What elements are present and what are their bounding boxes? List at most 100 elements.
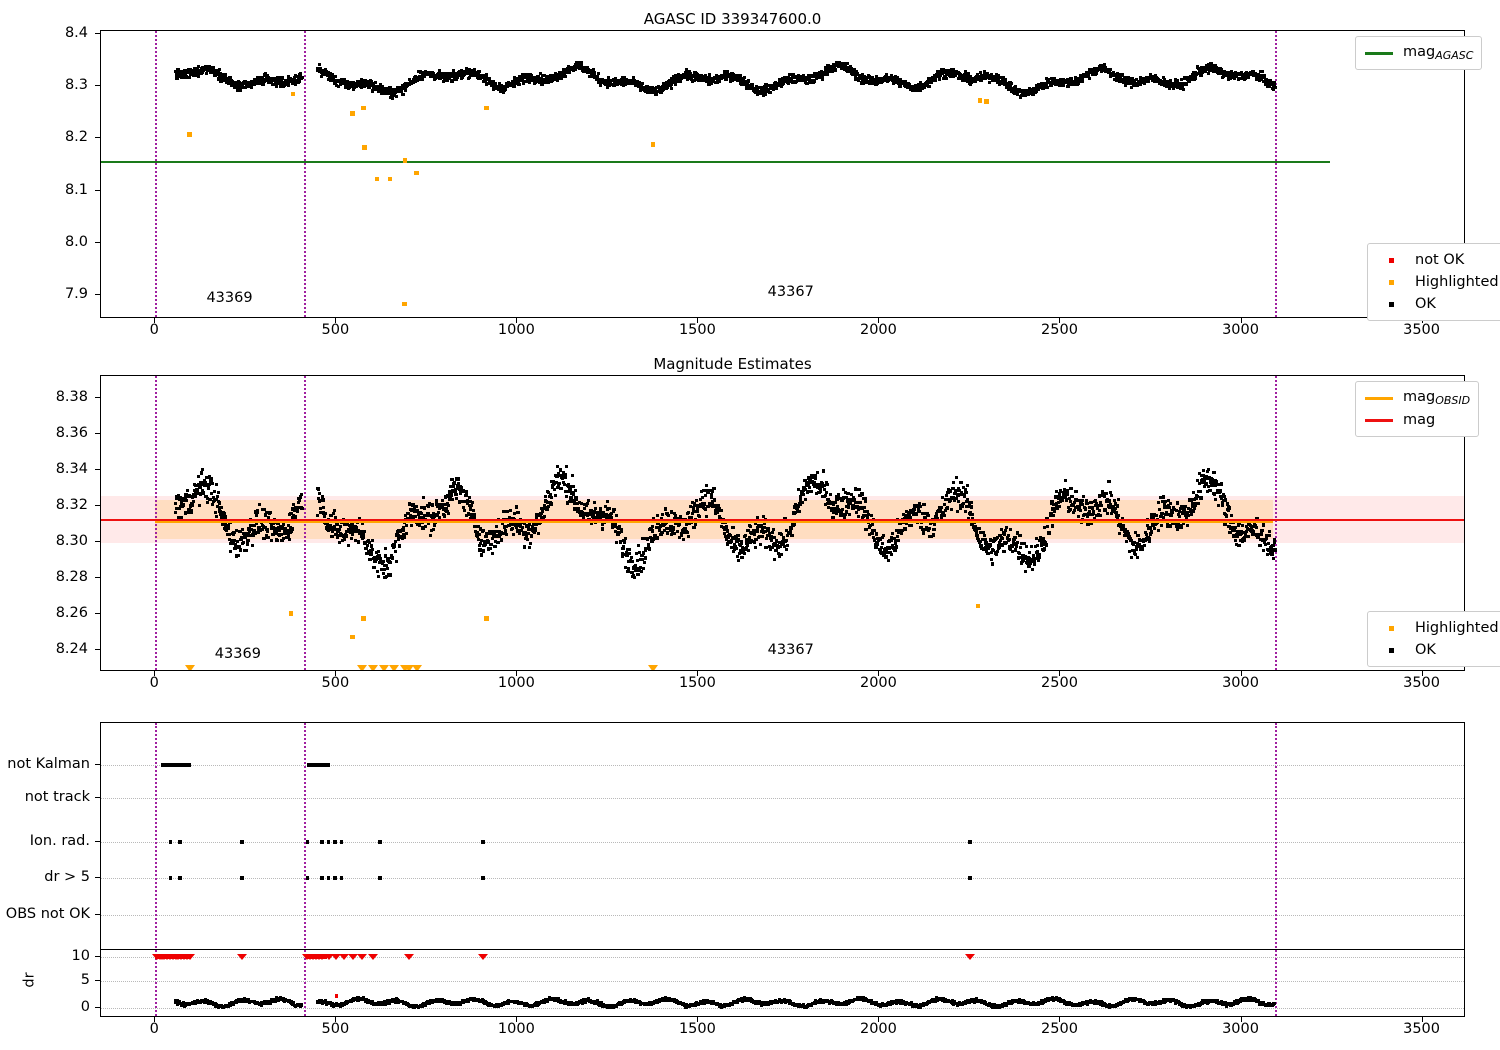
data-point-ok bbox=[660, 84, 664, 89]
data-point-ok bbox=[265, 73, 269, 77]
data-point-ok bbox=[661, 512, 665, 517]
data-point-ok bbox=[1007, 537, 1011, 541]
data-point-ok bbox=[1032, 562, 1036, 566]
data-point-ok bbox=[954, 476, 959, 480]
data-point-ok bbox=[875, 542, 879, 546]
data-point-ok bbox=[358, 83, 363, 87]
data-point-ok bbox=[256, 78, 261, 82]
data-point-ok bbox=[772, 87, 776, 91]
data-point-ok bbox=[414, 505, 418, 509]
data-point-ok bbox=[1213, 498, 1218, 502]
data-point-highlighted bbox=[484, 105, 489, 111]
data-point-ok bbox=[300, 506, 304, 510]
data-point-ok bbox=[759, 85, 763, 89]
data-point-ok bbox=[241, 85, 245, 89]
data-point-ok bbox=[710, 80, 714, 84]
data-point-ok bbox=[372, 82, 376, 86]
data-point-ok bbox=[544, 79, 549, 84]
data-point-ok bbox=[454, 492, 458, 496]
data-point-ok bbox=[346, 544, 350, 548]
data-point-ok bbox=[549, 502, 553, 506]
data-point-ok bbox=[462, 508, 466, 512]
data-point-ok bbox=[431, 75, 435, 79]
data-point-ok bbox=[687, 535, 691, 539]
data-point-ok bbox=[1074, 489, 1078, 493]
data-point-ok bbox=[394, 88, 398, 92]
data-point-ok bbox=[1219, 482, 1223, 486]
data-point-ok bbox=[328, 74, 332, 78]
data-point-ok bbox=[753, 540, 757, 545]
data-point-ok bbox=[706, 80, 711, 84]
data-point-ok bbox=[819, 71, 823, 75]
data-point-ok bbox=[540, 80, 545, 85]
flag-marker bbox=[377, 876, 382, 880]
data-point-ok bbox=[673, 80, 677, 84]
data-point-ok bbox=[349, 80, 353, 85]
data-point-ok bbox=[265, 529, 270, 534]
data-point-ok bbox=[411, 80, 415, 84]
data-point-ok bbox=[1273, 548, 1277, 552]
data-point-ok bbox=[263, 78, 267, 82]
data-point-ok bbox=[238, 82, 242, 86]
data-point-ok bbox=[174, 69, 178, 74]
data-point-ok bbox=[695, 509, 699, 513]
data-point-ok bbox=[1260, 529, 1264, 533]
data-point-ok bbox=[772, 558, 776, 562]
data-point-ok bbox=[459, 71, 463, 75]
data-point-ok bbox=[969, 501, 973, 505]
data-point-ok bbox=[227, 527, 231, 531]
data-point-ok bbox=[739, 540, 744, 544]
flag-marker bbox=[240, 840, 244, 844]
data-point-ok bbox=[271, 82, 275, 86]
data-point-ok bbox=[343, 537, 347, 541]
data-point-ok bbox=[785, 544, 789, 548]
data-point-ok bbox=[869, 513, 874, 517]
data-point-ok bbox=[608, 78, 612, 82]
data-point-highlighted bbox=[350, 634, 355, 640]
data-point-ok bbox=[760, 534, 764, 538]
data-point-ok bbox=[438, 69, 442, 73]
data-point-ok bbox=[815, 72, 819, 76]
data-point-ok bbox=[351, 87, 355, 91]
data-point-ok bbox=[366, 543, 370, 547]
data-point-ok bbox=[190, 504, 194, 508]
data-point-ok bbox=[1066, 492, 1070, 496]
data-point-ok bbox=[1125, 540, 1129, 544]
flag-marker bbox=[320, 876, 324, 880]
data-point-ok bbox=[451, 71, 455, 75]
data-point-ok bbox=[754, 89, 758, 93]
data-point-ok bbox=[381, 560, 386, 564]
data-point-ok bbox=[1223, 498, 1227, 502]
data-point-ok bbox=[184, 498, 189, 502]
data-point-ok bbox=[694, 77, 698, 81]
data-point-ok bbox=[534, 80, 539, 84]
data-point-ok bbox=[208, 71, 213, 75]
data-point-ok bbox=[996, 550, 1000, 554]
data-point-ok bbox=[459, 69, 464, 73]
obsid-divider-1 bbox=[304, 31, 307, 317]
data-point-ok bbox=[196, 74, 200, 79]
flag-marker bbox=[481, 840, 485, 844]
data-point-ok bbox=[1080, 498, 1084, 502]
data-point-ok bbox=[563, 68, 567, 72]
data-point-ok bbox=[744, 86, 748, 90]
data-point-ok bbox=[1129, 86, 1133, 90]
data-point-ok bbox=[187, 68, 191, 72]
data-point-ok bbox=[587, 70, 591, 75]
data-point-ok bbox=[1087, 77, 1091, 81]
data-point-ok bbox=[891, 532, 895, 536]
data-point-ok bbox=[542, 74, 546, 78]
data-point-ok bbox=[753, 545, 757, 549]
data-point-ok bbox=[318, 68, 322, 72]
data-point-ok bbox=[513, 75, 517, 80]
data-point-ok bbox=[566, 68, 570, 72]
data-point-ok bbox=[755, 87, 760, 91]
data-point-ok bbox=[798, 495, 802, 499]
data-point-ok bbox=[243, 85, 247, 89]
data-point-highlighted bbox=[387, 176, 393, 182]
data-point-ok bbox=[650, 85, 654, 90]
data-point-ok bbox=[663, 507, 668, 511]
data-point-ok bbox=[529, 73, 534, 77]
data-point-ok bbox=[932, 527, 936, 531]
data-point-ok bbox=[1051, 513, 1055, 517]
